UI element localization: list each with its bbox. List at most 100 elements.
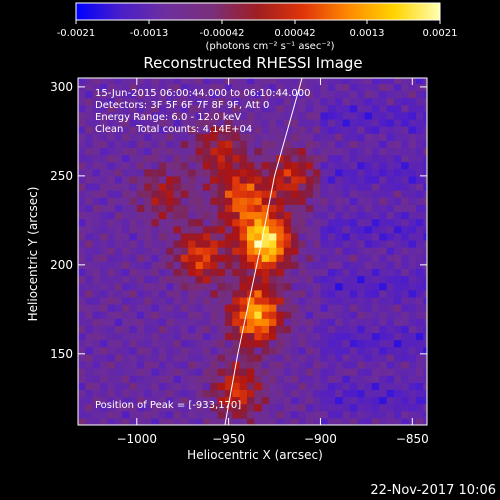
heatmap-cell (85, 360, 94, 369)
heatmap-cell (136, 133, 145, 141)
heatmap-cell (423, 254, 427, 262)
heatmap-cell (188, 90, 197, 99)
heatmap-cell (393, 417, 402, 425)
heatmap-cell (342, 225, 351, 234)
heatmap-cell (342, 133, 351, 141)
heatmap-cell (122, 168, 131, 177)
heatmap-cell (217, 311, 226, 319)
heatmap-cell (386, 190, 395, 198)
heatmap-cell (291, 368, 300, 376)
heatmap-cell (202, 353, 211, 362)
heatmap-cell (305, 368, 314, 376)
heatmap-cell (357, 83, 366, 92)
heatmap-cell (129, 275, 138, 284)
heatmap-cell (371, 417, 380, 425)
heatmap-cell (92, 332, 101, 341)
heatmap-cell (357, 339, 366, 348)
heatmap-cell (232, 261, 241, 270)
heatmap-cell (217, 175, 226, 184)
colorbar-tick-label: -0.0021 (57, 28, 96, 39)
heatmap-cell (335, 389, 344, 398)
heatmap-cell (254, 197, 263, 205)
heatmap-cell (357, 303, 366, 312)
heatmap-cell (188, 318, 197, 326)
heatmap-cell (166, 332, 175, 341)
heatmap-cell (335, 254, 344, 262)
heatmap-cell (85, 90, 94, 99)
heatmap-cell (158, 168, 167, 177)
heatmap-cell (305, 332, 314, 341)
heatmap-cell (276, 247, 285, 255)
heatmap-cell (195, 296, 204, 305)
heatmap-cell (283, 239, 292, 248)
heatmap-cell (78, 396, 86, 405)
heatmap-cell (327, 339, 336, 348)
heatmap-cell (313, 389, 322, 398)
heatmap-cell (261, 368, 270, 376)
heatmap-cell (232, 382, 241, 391)
heatmap-cell (335, 232, 344, 241)
heatmap-cell (379, 325, 388, 334)
heatmap-cell (151, 104, 160, 113)
heatmap-cell (239, 190, 248, 198)
heatmap-cell (144, 232, 153, 241)
heatmap-cell (202, 268, 211, 277)
heatmap-cell (313, 154, 322, 163)
heatmap-cell (349, 311, 358, 319)
heatmap-cell (217, 346, 226, 355)
heatmap-cell (298, 232, 307, 241)
heatmap-cell (202, 396, 211, 405)
heatmap-cell (78, 168, 86, 177)
heatmap-cell (313, 275, 322, 284)
heatmap-cell (239, 332, 248, 341)
heatmap-cell (423, 289, 427, 298)
heatmap-cell (144, 303, 153, 312)
heatmap-cell (415, 375, 424, 383)
heatmap-cell (224, 118, 233, 127)
heatmap-cell (342, 90, 351, 99)
heatmap-cell (276, 111, 285, 120)
heatmap-cell (246, 161, 255, 170)
heatmap-cell (158, 403, 167, 412)
heatmap-cell (283, 339, 292, 348)
heatmap-cell (335, 311, 344, 319)
heatmap-cell (401, 218, 410, 227)
heatmap-cell (92, 83, 101, 92)
heatmap-cell (224, 225, 233, 234)
heatmap-cell (335, 190, 344, 198)
heatmap-cell (423, 325, 427, 334)
heatmap-cell (386, 239, 395, 248)
heatmap-cell (202, 296, 211, 305)
heatmap-cell (342, 147, 351, 156)
heatmap-cell (188, 104, 197, 113)
heatmap-cell (78, 111, 86, 120)
heatmap-cell (114, 289, 123, 298)
heatmap-cell (335, 126, 344, 134)
heatmap-cell (195, 403, 204, 412)
heatmap-cell (217, 225, 226, 234)
heatmap-cell (291, 396, 300, 405)
heatmap-cell (342, 118, 351, 127)
heatmap-cell (114, 247, 123, 255)
heatmap-cell (136, 90, 145, 99)
heatmap-cell (129, 318, 138, 326)
heatmap-cell (217, 182, 226, 191)
heatmap-cell (254, 382, 263, 391)
heatmap-cell (144, 396, 153, 405)
heatmap-cell (401, 83, 410, 92)
heatmap-cell (224, 97, 233, 106)
heatmap-cell (114, 97, 123, 106)
heatmap-cell (246, 239, 255, 248)
heatmap-cell (173, 275, 182, 284)
heatmap-cell (100, 147, 108, 156)
heatmap-cell (320, 175, 329, 184)
heatmap-cell (107, 346, 116, 355)
heatmap-cell (357, 318, 366, 326)
heatmap-cell (283, 325, 292, 334)
heatmap-cell (151, 403, 160, 412)
heatmap-cell (305, 389, 314, 398)
heatmap-cell (415, 239, 424, 248)
heatmap-cell (415, 296, 424, 305)
heatmap-cell (386, 360, 395, 369)
heatmap-cell (423, 389, 427, 398)
